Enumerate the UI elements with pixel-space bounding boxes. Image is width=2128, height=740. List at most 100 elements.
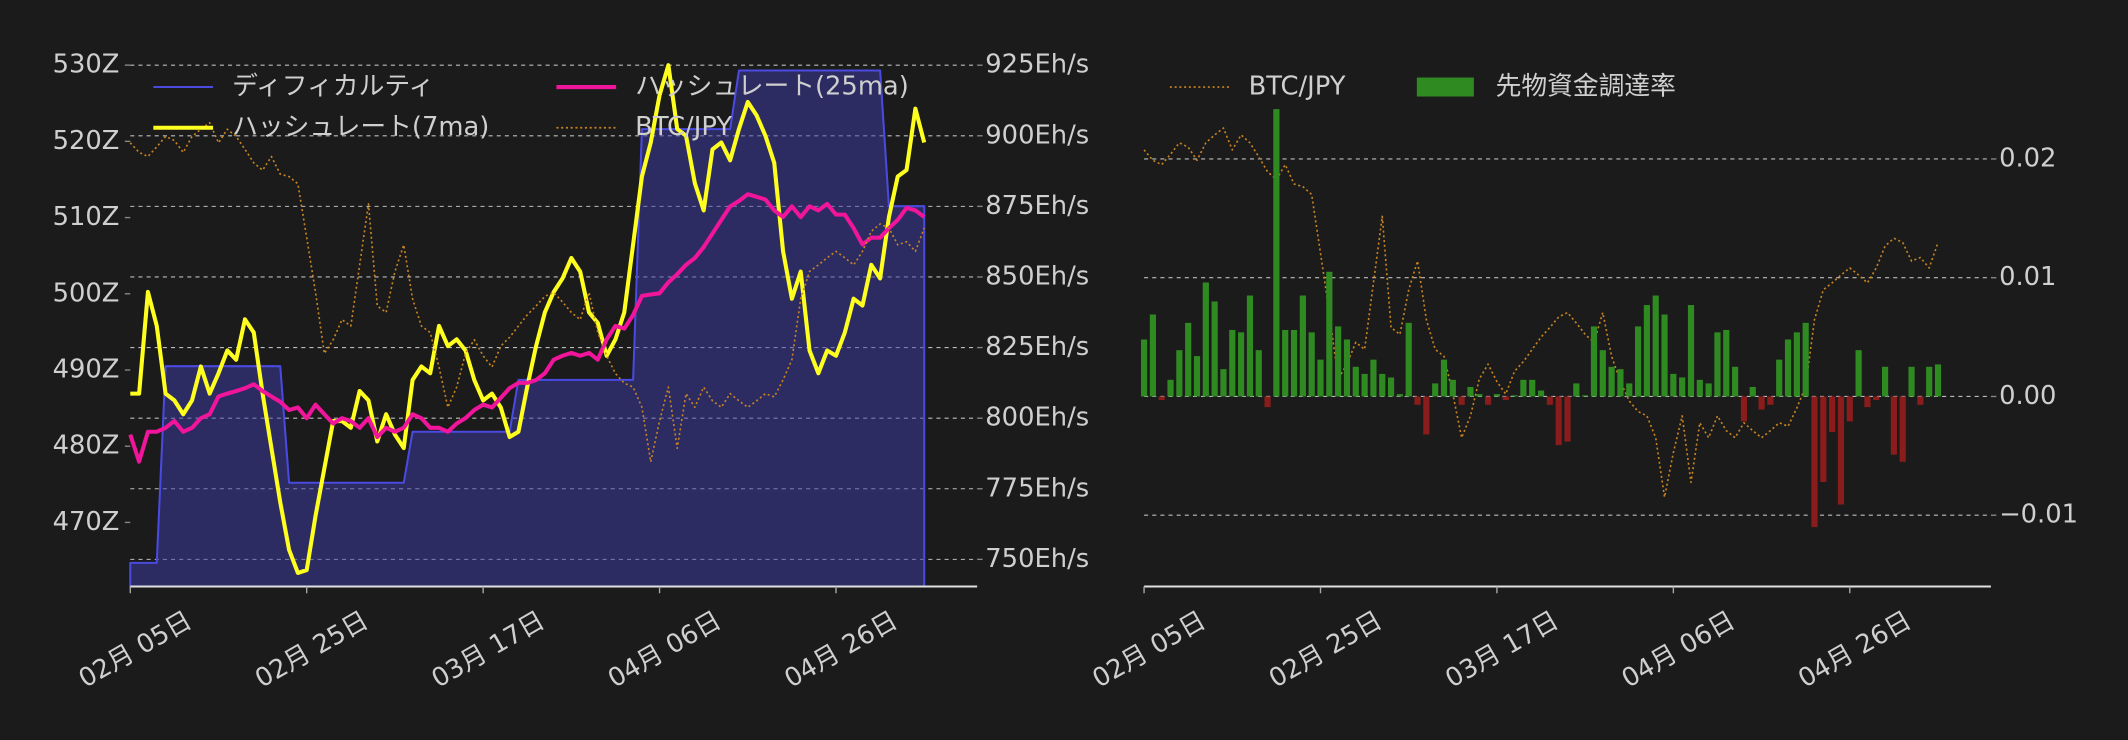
bar <box>1308 332 1315 397</box>
bar <box>1573 383 1580 397</box>
bar <box>1511 395 1518 397</box>
bar <box>1414 396 1421 405</box>
bar <box>1264 396 1271 408</box>
bar <box>1193 356 1201 397</box>
y-tick-label: 825Eh/s <box>985 332 1089 362</box>
bar <box>1555 396 1562 446</box>
bar <box>1899 396 1906 462</box>
legend-label: ハッシュレート(7ma) <box>232 112 489 142</box>
bar <box>1908 366 1915 397</box>
bar <box>1387 377 1395 397</box>
bar <box>1485 396 1492 405</box>
bar <box>1229 329 1236 397</box>
bar <box>1599 350 1606 397</box>
legend-label: 先物資金調達率 <box>1496 72 1676 102</box>
bar <box>1335 326 1342 397</box>
bar <box>1837 396 1845 505</box>
bar <box>1449 379 1456 397</box>
bar <box>1537 390 1545 397</box>
bar <box>1873 396 1880 401</box>
legend-swatch <box>1416 77 1474 97</box>
bar <box>1608 366 1615 397</box>
y-tick-label: 530Z <box>53 50 120 80</box>
bar <box>1679 377 1686 397</box>
y-tick-label: 520Z <box>53 126 120 156</box>
y-tick-label: 0.02 <box>1999 143 2056 173</box>
bar <box>1396 394 1403 397</box>
bar <box>1502 396 1509 401</box>
bar <box>1282 329 1289 397</box>
line <box>129 121 925 463</box>
bar <box>1687 305 1695 397</box>
bar <box>1590 326 1598 397</box>
bar <box>1432 383 1439 397</box>
bar <box>1220 369 1227 397</box>
bar <box>1740 396 1748 422</box>
bar <box>1811 396 1818 528</box>
bar <box>1326 271 1333 397</box>
bar <box>1238 332 1245 397</box>
bar <box>1255 350 1262 397</box>
bar <box>1881 366 1889 397</box>
bar <box>1149 314 1156 397</box>
bar <box>1714 332 1721 397</box>
y-tick-label: 875Eh/s <box>985 191 1089 221</box>
bar <box>1890 396 1897 455</box>
bar <box>1643 305 1650 397</box>
bar <box>1846 396 1853 422</box>
bar <box>1793 332 1800 397</box>
bar <box>1661 314 1668 397</box>
bar <box>1749 386 1756 397</box>
bar <box>1529 379 1536 397</box>
bar <box>1467 386 1474 397</box>
bar <box>1140 339 1148 397</box>
bar <box>1723 329 1730 397</box>
bar <box>1493 394 1501 397</box>
bar <box>1934 364 1942 397</box>
area-line <box>129 69 926 588</box>
legend-label: ハッシュレート(25ma) <box>635 72 909 102</box>
bar <box>1652 295 1659 397</box>
bar <box>1617 369 1624 397</box>
bar <box>1246 295 1254 397</box>
bar <box>1784 339 1792 397</box>
bar <box>1546 396 1553 405</box>
bar <box>1758 396 1765 410</box>
bar <box>1855 350 1862 397</box>
bar <box>1370 359 1377 397</box>
bar <box>1176 350 1183 397</box>
bar <box>1696 379 1703 397</box>
bar <box>1926 366 1933 397</box>
bar <box>1776 359 1783 397</box>
y-tick-label: 850Eh/s <box>985 261 1089 291</box>
bar <box>1361 373 1368 397</box>
bar <box>1211 301 1218 397</box>
bar <box>1158 396 1165 401</box>
bar <box>1670 373 1677 397</box>
y-tick-label: 925Eh/s <box>985 50 1089 80</box>
bar <box>1476 394 1483 397</box>
bar <box>1864 396 1871 408</box>
y-tick-label: 510Z <box>53 202 120 232</box>
legend-label: BTC/JPY <box>635 112 732 142</box>
legend-label: BTC/JPY <box>1249 72 1346 102</box>
bar <box>1352 366 1359 397</box>
bar <box>1634 326 1642 397</box>
bar <box>1705 383 1712 397</box>
bar <box>1202 282 1209 397</box>
bar <box>1317 359 1324 397</box>
bar <box>1379 373 1386 397</box>
bar <box>1440 359 1448 397</box>
bar <box>1458 396 1465 405</box>
bar <box>1802 322 1809 397</box>
y-tick-label: 490Z <box>53 355 120 385</box>
line <box>130 63 927 575</box>
bar <box>1520 379 1527 397</box>
y-tick-label: 470Z <box>53 507 120 537</box>
line <box>128 192 926 464</box>
bar <box>1290 329 1298 397</box>
bar <box>1829 396 1836 433</box>
y-tick-label: 800Eh/s <box>985 403 1089 433</box>
bar <box>1423 396 1430 435</box>
